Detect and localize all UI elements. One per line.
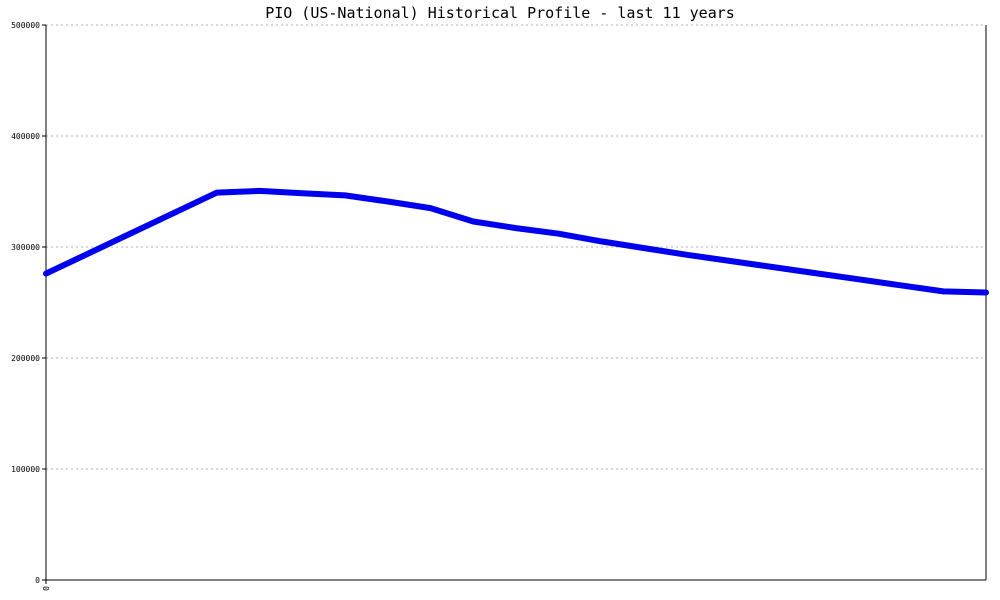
chart-title: PIO (US-National) Historical Profile - l…	[265, 4, 735, 22]
series-line-0	[43, 187, 989, 296]
axes	[42, 24, 987, 584]
y-tick-label: 500000	[11, 21, 40, 30]
y-tick-label: 0	[35, 576, 40, 585]
x-axis-tick-labels: 0	[42, 586, 51, 591]
series-lines	[43, 187, 989, 296]
y-tick-label: 100000	[11, 465, 40, 474]
grid	[46, 24, 986, 470]
x-tick-label: 0	[42, 586, 51, 591]
y-tick-label: 200000	[11, 354, 40, 363]
y-axis-tick-labels: 0 100000 200000 300000 400000 500000	[11, 21, 40, 585]
y-tick-label: 300000	[11, 243, 40, 252]
y-tick-label: 400000	[11, 132, 40, 141]
